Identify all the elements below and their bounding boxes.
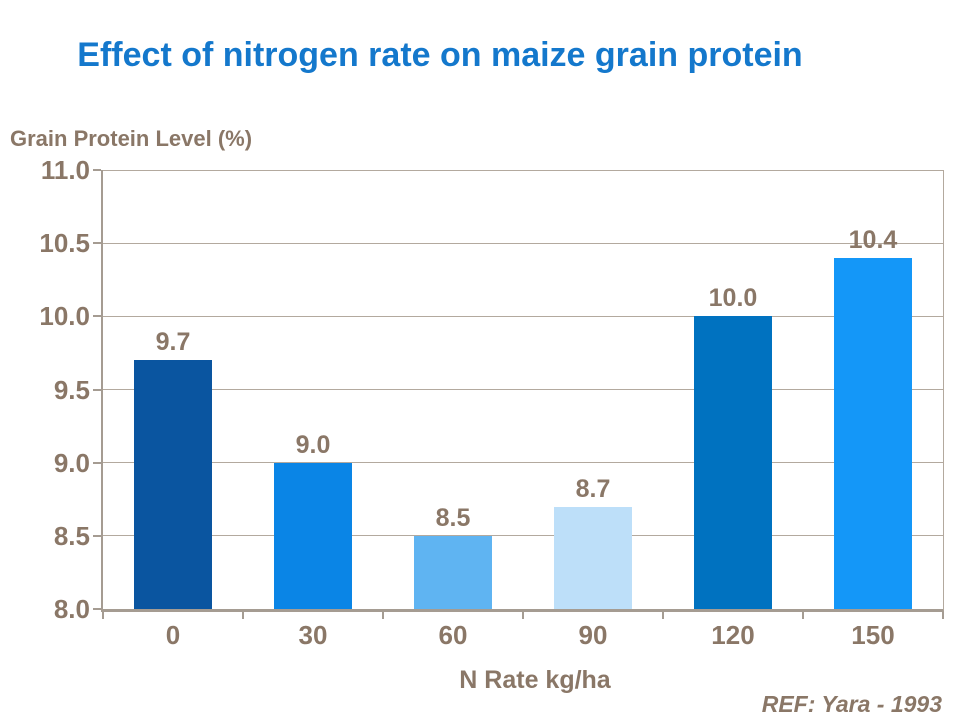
- gridline: [103, 462, 943, 464]
- y-tick-label: 10.5: [39, 228, 90, 259]
- bar-90: [554, 506, 632, 609]
- gridline: [103, 315, 943, 317]
- y-axis-tick: [93, 608, 101, 610]
- x-tick-label: 0: [165, 620, 181, 650]
- x-axis-tick: [102, 612, 104, 619]
- bar-60: [414, 535, 492, 609]
- x-axis-tick: [662, 612, 664, 619]
- bar-value-label: 9.0: [295, 430, 331, 459]
- x-axis-title: N Rate kg/ha: [459, 666, 611, 694]
- chart-title: Effect of nitrogen rate on maize grain p…: [77, 36, 803, 74]
- x-tick-label: 90: [578, 620, 608, 650]
- y-tick-label: 8.5: [53, 520, 90, 551]
- bar-0: [134, 360, 212, 609]
- bar-120: [694, 316, 772, 609]
- bar-150: [834, 257, 912, 609]
- y-tick-label: 8.0: [53, 594, 90, 624]
- gridline: [103, 389, 943, 390]
- y-axis-title: Grain Protein Level (%): [10, 126, 253, 151]
- y-axis-tick: [93, 242, 101, 245]
- gridline: [103, 242, 943, 244]
- y-axis-tick: [93, 315, 101, 318]
- plot-area: 9.7 9.0 8.5 8.7 10.0 10.4: [101, 170, 944, 612]
- x-axis-tick: [522, 612, 524, 619]
- y-tick-label: 10.0: [39, 301, 90, 332]
- y-tick-label: 9.5: [53, 374, 90, 405]
- bar-value-label: 8.7: [575, 474, 611, 503]
- y-axis-tick: [93, 169, 101, 171]
- bar-value-label: 10.0: [708, 284, 758, 313]
- bar-value-label: 9.7: [155, 328, 191, 357]
- bar-value-label: 8.5: [435, 503, 471, 532]
- y-axis-tick: [93, 388, 101, 391]
- x-tick-label: 120: [711, 620, 755, 650]
- x-axis-tick: [242, 612, 244, 619]
- x-tick-label: 150: [851, 620, 895, 650]
- gridline: [103, 170, 943, 171]
- x-axis-tick: [382, 612, 384, 619]
- y-tick-label: 11.0: [40, 155, 90, 185]
- gridline: [103, 535, 943, 537]
- y-axis-tick: [93, 534, 101, 537]
- bar-value-label: 10.4: [848, 225, 898, 254]
- y-tick-label: 9.0: [53, 447, 90, 478]
- x-axis-tick: [942, 612, 944, 619]
- reference-note: REF: Yara - 1993: [761, 691, 942, 717]
- x-tick-label: 60: [438, 620, 468, 650]
- y-axis-tick: [93, 461, 101, 464]
- bar-30: [274, 462, 352, 609]
- x-tick-label: 30: [298, 620, 328, 650]
- x-axis-tick: [802, 612, 804, 619]
